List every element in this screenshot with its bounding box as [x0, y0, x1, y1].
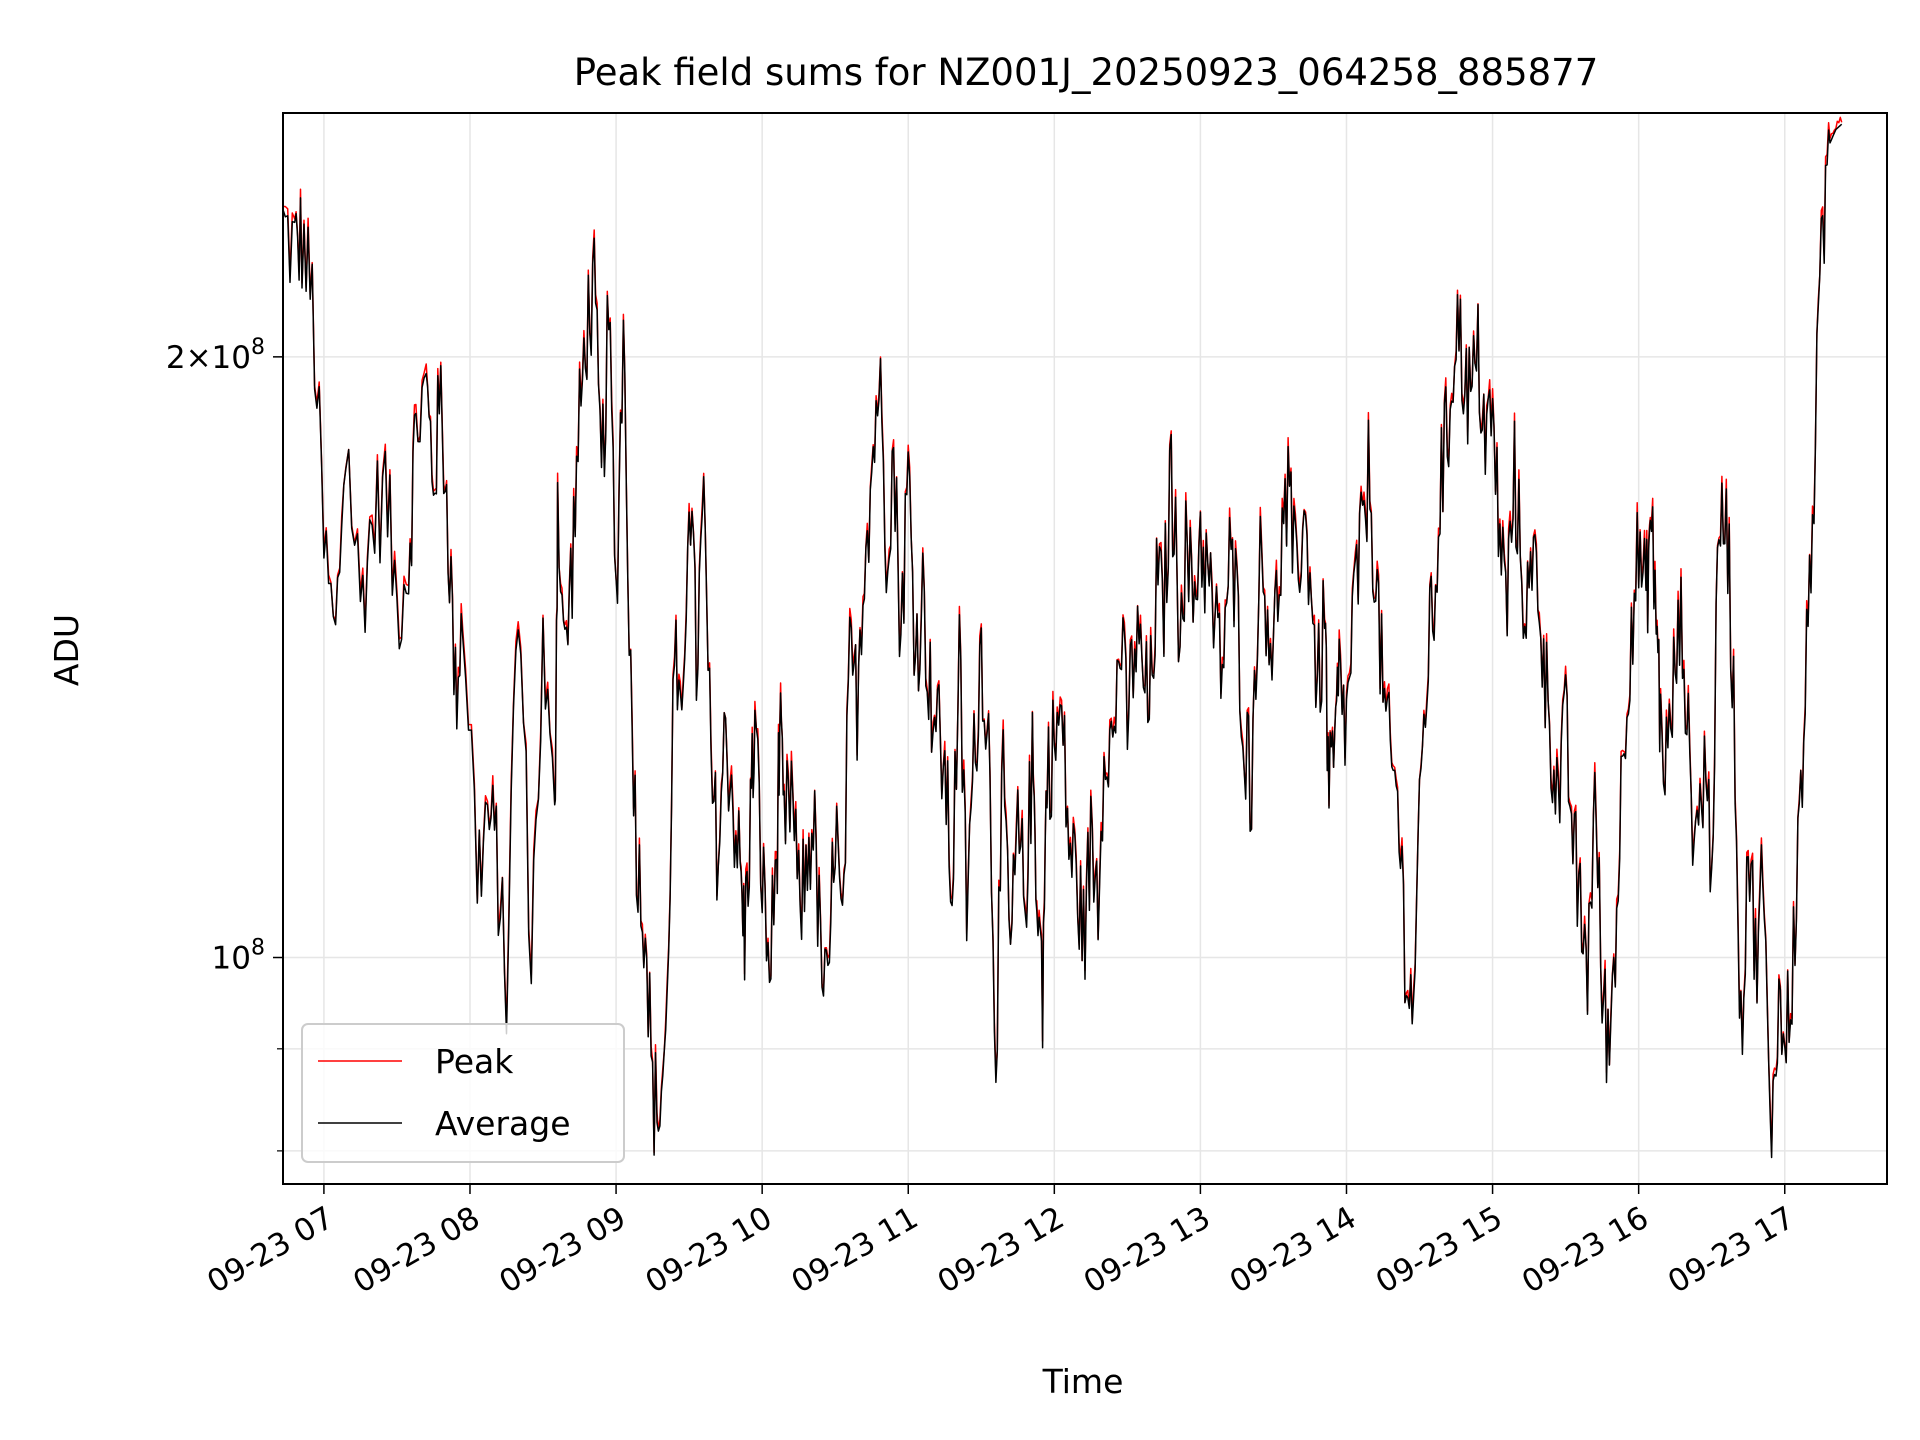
legend: Peak Average [301, 1023, 625, 1163]
plot-frame [282, 112, 1888, 1185]
y-tick-label: 2×108 [166, 335, 265, 376]
legend-peak-label: Peak [435, 1042, 514, 1081]
average-series-line [282, 123, 1843, 1159]
y-axis-label: ADU [47, 614, 86, 686]
chart-title: Peak field sums for NZ001J_20250923_0642… [574, 51, 1599, 94]
plot-lines [282, 116, 1843, 1159]
legend-average-label: Average [435, 1104, 571, 1143]
x-axis-label: Time [1042, 1362, 1124, 1401]
y-axis: 108 2×108 [166, 335, 283, 1152]
grid-lines [283, 113, 1887, 1184]
y-tick-label: 108 [212, 936, 265, 977]
legend-box [301, 1023, 625, 1163]
